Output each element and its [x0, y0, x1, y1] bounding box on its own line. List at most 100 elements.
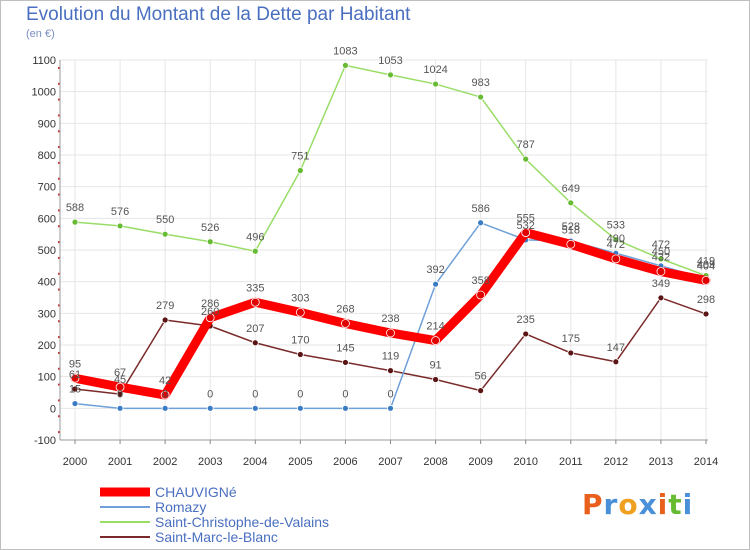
- x-tick-label: 2009: [468, 456, 492, 468]
- x-tick-label: 2000: [63, 456, 87, 468]
- x-tick-label: 2003: [198, 456, 222, 468]
- data-label-0: 42: [159, 375, 171, 387]
- y-minor-tick: [58, 98, 60, 101]
- data-label-2: 588: [66, 202, 84, 214]
- y-tick-label: 200: [38, 340, 56, 352]
- y-minor-tick: [58, 256, 60, 259]
- series-point-3: [296, 351, 304, 358]
- data-label-2: 419: [697, 256, 715, 268]
- series-point-0: [566, 239, 576, 249]
- data-label-0: 555: [517, 213, 535, 225]
- y-tick-label: -100: [34, 435, 56, 447]
- series-point-0: [250, 297, 260, 307]
- data-label-2: 1024: [423, 64, 447, 76]
- y-tick-label: 1000: [32, 87, 56, 99]
- y-minor-tick: [58, 130, 60, 133]
- data-label-0: 335: [246, 282, 264, 294]
- data-label-2: 1083: [333, 45, 357, 57]
- data-label-0: 404: [697, 260, 715, 272]
- y-tick-label: 1100: [32, 55, 56, 67]
- x-tick-label: 2013: [649, 456, 673, 468]
- series-point-2: [342, 61, 349, 69]
- series-point-2: [657, 255, 665, 263]
- y-minor-tick: [58, 193, 60, 196]
- series-point-2: [387, 71, 394, 79]
- data-label-2: 649: [562, 183, 580, 195]
- series-point-3: [657, 294, 665, 302]
- data-label-3: 170: [291, 335, 309, 347]
- series-point-3: [342, 359, 349, 366]
- y-minor-tick: [58, 82, 60, 85]
- data-label-1: 409: [697, 259, 715, 271]
- data-label-1: 0: [342, 388, 348, 400]
- data-label-3: 298: [697, 294, 715, 306]
- data-label-3: 175: [562, 333, 580, 345]
- data-label-3: 145: [336, 342, 354, 354]
- x-tick-label: 2014: [694, 456, 718, 468]
- series-point-1: [432, 280, 439, 288]
- proxiti-logo: Proxiti: [582, 488, 693, 521]
- data-label-1: 450: [652, 246, 670, 258]
- series-point-3: [251, 339, 259, 347]
- data-label-3: 207: [246, 323, 264, 335]
- x-tick-label: 2011: [559, 456, 583, 468]
- data-label-0: 358: [471, 275, 489, 287]
- y-tick-label: 100: [38, 372, 56, 384]
- data-label-2: 787: [517, 139, 535, 151]
- series-point-2: [432, 80, 439, 88]
- x-tick-label: 2004: [243, 456, 267, 468]
- series-point-3: [71, 385, 79, 393]
- series-point-2: [612, 236, 620, 243]
- y-tick-label: 600: [38, 213, 56, 225]
- y-tick-label: 700: [38, 182, 56, 194]
- series-point-3: [612, 358, 620, 366]
- data-label-2: 550: [156, 214, 174, 226]
- logo-letter: t: [668, 488, 683, 521]
- data-label-3: 349: [652, 278, 670, 290]
- y-tick-label: 400: [38, 277, 56, 289]
- legend: CHAUVIGNéRomazySaint-Christophe-de-Valai…: [100, 484, 329, 545]
- data-label-1: 0: [162, 388, 168, 400]
- y-minor-tick: [58, 66, 60, 69]
- legend-label-2: Saint-Christophe-de-Valains: [155, 514, 329, 530]
- data-label-3: 91: [429, 360, 441, 372]
- data-label-3: 56: [475, 371, 487, 383]
- y-tick-label: 0: [50, 403, 56, 415]
- series-point-2: [206, 238, 214, 246]
- data-label-3: 235: [517, 314, 535, 326]
- series-point-2: [477, 93, 485, 101]
- data-label-2: 751: [291, 151, 309, 163]
- series-point-0: [341, 319, 350, 328]
- y-minor-tick: [58, 114, 60, 117]
- series-point-3: [161, 316, 169, 324]
- series-point-0: [611, 254, 621, 264]
- data-label-2: 472: [652, 239, 670, 251]
- series-point-1: [342, 404, 349, 412]
- series-point-3: [387, 367, 394, 375]
- series-point-3: [702, 310, 710, 318]
- series-point-1: [116, 404, 124, 412]
- series-point-0: [115, 382, 125, 392]
- y-minor-tick: [58, 336, 60, 339]
- x-tick-label: 2010: [513, 456, 537, 468]
- series-point-2: [522, 155, 530, 163]
- y-minor-tick: [58, 146, 60, 149]
- data-label-1: 0: [387, 388, 393, 400]
- y-tick-label: 800: [38, 150, 56, 162]
- chart-unit-label: (en €): [26, 28, 55, 40]
- y-tick-label: 500: [38, 245, 56, 257]
- series-point-1: [161, 404, 169, 412]
- series-point-3: [477, 387, 485, 395]
- series-point-0: [431, 336, 440, 345]
- series-point-0: [160, 390, 170, 400]
- data-label-2: 496: [246, 231, 264, 243]
- logo-letter: i: [682, 488, 694, 521]
- data-label-0: 518: [562, 224, 580, 236]
- series-point-0: [476, 290, 486, 300]
- chart-title: Evolution du Montant de la Dette par Hab…: [26, 4, 411, 25]
- data-label-1: 0: [252, 388, 258, 400]
- data-label-2: 576: [111, 206, 129, 218]
- data-label-2: 526: [201, 222, 219, 234]
- series-point-1: [296, 404, 304, 412]
- y-minor-tick: [58, 209, 60, 212]
